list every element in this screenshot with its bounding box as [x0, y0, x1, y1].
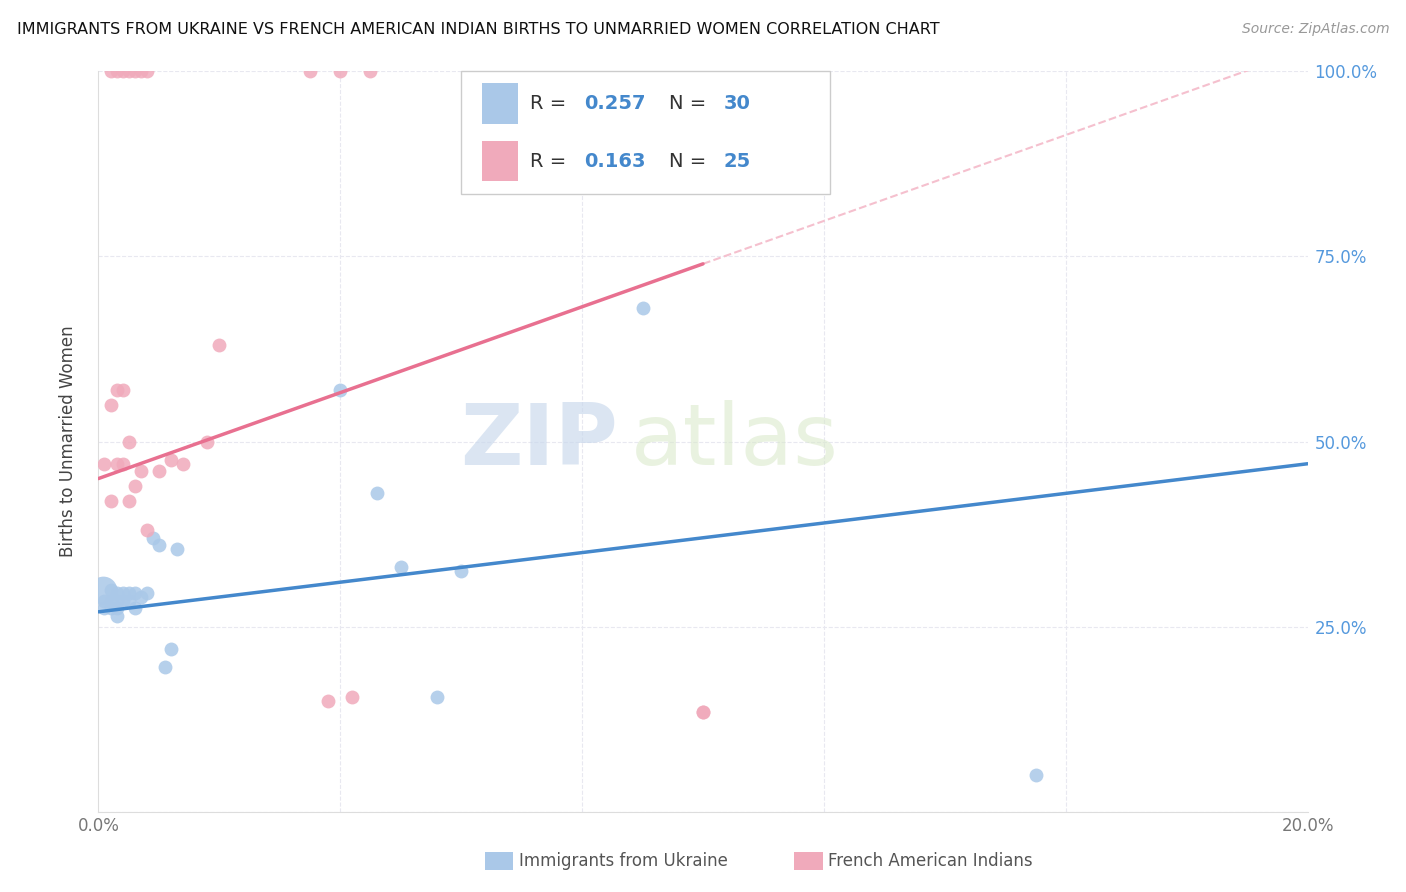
Text: 0.163: 0.163	[585, 152, 645, 170]
Point	[153, 660, 176, 674]
Text: Source: ZipAtlas.com: Source: ZipAtlas.com	[1241, 22, 1389, 37]
Point	[148, 538, 170, 552]
Text: atlas: atlas	[630, 400, 838, 483]
Point	[118, 434, 141, 449]
Point	[160, 641, 183, 656]
Point	[342, 690, 364, 704]
Point	[692, 705, 714, 719]
Point	[160, 453, 183, 467]
Text: ZIP: ZIP	[461, 400, 619, 483]
Point	[111, 586, 134, 600]
Point	[100, 493, 122, 508]
Point	[91, 582, 114, 597]
Point	[208, 338, 231, 352]
Point	[631, 301, 654, 316]
Point	[100, 64, 122, 78]
Point	[166, 541, 188, 556]
Point	[124, 479, 146, 493]
Point	[1024, 767, 1046, 781]
Point	[124, 586, 146, 600]
Point	[100, 593, 122, 607]
Y-axis label: Births to Unmarried Women: Births to Unmarried Women	[59, 326, 77, 558]
Point	[692, 705, 714, 719]
Point	[135, 586, 157, 600]
Point	[118, 64, 141, 78]
Point	[111, 593, 134, 607]
Text: 30: 30	[724, 95, 751, 113]
Point	[129, 590, 152, 604]
Point	[124, 601, 146, 615]
Text: 25: 25	[724, 152, 751, 170]
Point	[93, 601, 115, 615]
Point	[389, 560, 412, 574]
Bar	[482, 83, 517, 124]
Text: Immigrants from Ukraine: Immigrants from Ukraine	[519, 852, 728, 870]
Point	[111, 64, 134, 78]
Point	[100, 601, 122, 615]
Point	[93, 457, 115, 471]
Text: R =: R =	[530, 95, 572, 113]
Point	[329, 383, 352, 397]
Text: 0.257: 0.257	[585, 95, 645, 113]
Point	[360, 64, 382, 78]
Point	[118, 493, 141, 508]
Text: IMMIGRANTS FROM UKRAINE VS FRENCH AMERICAN INDIAN BIRTHS TO UNMARRIED WOMEN CORR: IMMIGRANTS FROM UKRAINE VS FRENCH AMERIC…	[17, 22, 939, 37]
Point	[105, 64, 128, 78]
Point	[100, 398, 122, 412]
Point	[172, 457, 194, 471]
Point	[329, 64, 352, 78]
Point	[105, 586, 128, 600]
Point	[366, 486, 388, 500]
Text: N =: N =	[669, 152, 713, 170]
FancyBboxPatch shape	[461, 71, 830, 194]
Point	[135, 524, 157, 538]
Point	[129, 464, 152, 478]
Text: N =: N =	[669, 95, 713, 113]
Point	[299, 64, 322, 78]
Point	[118, 586, 141, 600]
Point	[118, 593, 141, 607]
Point	[426, 690, 449, 704]
Point	[100, 582, 122, 597]
Point	[129, 64, 152, 78]
Point	[450, 564, 472, 578]
Point	[111, 383, 134, 397]
Point	[135, 64, 157, 78]
Point	[93, 593, 115, 607]
Point	[142, 531, 165, 545]
Point	[316, 694, 339, 708]
Point	[148, 464, 170, 478]
Text: R =: R =	[530, 152, 572, 170]
Point	[105, 608, 128, 623]
Bar	[482, 141, 517, 181]
Text: French American Indians: French American Indians	[828, 852, 1033, 870]
Point	[124, 64, 146, 78]
Point	[105, 457, 128, 471]
Point	[105, 593, 128, 607]
Point	[111, 457, 134, 471]
Point	[105, 383, 128, 397]
Point	[195, 434, 218, 449]
Point	[105, 601, 128, 615]
